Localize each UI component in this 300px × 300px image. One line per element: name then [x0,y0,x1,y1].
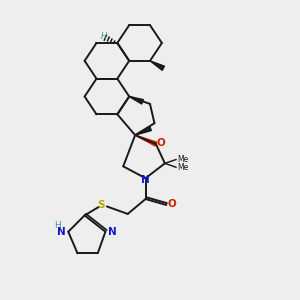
Text: Me: Me [177,155,189,164]
Text: O: O [157,138,166,148]
Polygon shape [135,135,157,146]
Text: H: H [101,32,107,41]
Text: N: N [57,227,66,237]
Text: Me: Me [177,163,189,172]
Text: N: N [108,227,116,237]
Text: N: N [141,175,150,185]
Text: H: H [55,221,61,230]
Text: S: S [97,200,105,210]
Polygon shape [150,61,164,70]
Polygon shape [135,127,152,135]
Text: O: O [168,200,177,209]
Polygon shape [129,97,143,104]
